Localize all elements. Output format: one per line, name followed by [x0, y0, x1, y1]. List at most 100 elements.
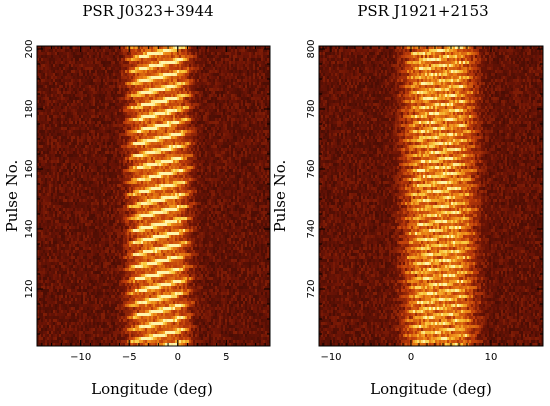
heatmap-cell — [211, 82, 214, 86]
heatmap-cell — [239, 49, 242, 53]
heatmap-cell — [217, 103, 220, 107]
heatmap-cell — [243, 97, 246, 101]
heatmap-cell — [51, 169, 54, 173]
heatmap-cell — [57, 151, 60, 155]
heatmap-cell — [127, 94, 130, 98]
heatmap-cell — [221, 103, 224, 107]
heatmap-cell — [197, 100, 200, 104]
heatmap-cell — [195, 61, 198, 65]
heatmap-cell — [165, 61, 168, 65]
heatmap-cell — [163, 52, 166, 56]
heatmap-cell — [49, 142, 52, 146]
heatmap-cell — [69, 127, 72, 131]
heatmap-cell — [199, 64, 202, 68]
heatmap-cell — [61, 133, 64, 137]
heatmap-cell — [261, 151, 264, 155]
heatmap-cell — [193, 100, 196, 104]
heatmap-cell — [197, 163, 200, 167]
heatmap-cell — [127, 73, 130, 77]
heatmap-cell — [159, 94, 162, 98]
heatmap-cell — [179, 124, 182, 128]
heatmap-cell — [41, 100, 44, 104]
heatmap-cell — [189, 97, 192, 101]
heatmap-cell — [147, 106, 150, 110]
heatmap-cell — [247, 115, 250, 119]
heatmap-cell — [219, 52, 222, 56]
heatmap-cell — [153, 115, 156, 119]
heatmap-cell — [245, 163, 248, 167]
heatmap-cell — [81, 139, 84, 143]
heatmap-cell — [231, 94, 234, 98]
heatmap-cell — [237, 64, 240, 68]
heatmap-cell — [151, 169, 154, 173]
heatmap-cell — [121, 109, 124, 113]
heatmap-cell — [37, 115, 40, 119]
heatmap-cell — [123, 148, 126, 152]
heatmap-cell — [155, 58, 158, 62]
heatmap-cell — [119, 64, 122, 68]
heatmap-cell — [125, 109, 128, 113]
heatmap-cell — [225, 64, 228, 68]
heatmap-cell — [103, 97, 106, 101]
heatmap-cell — [151, 79, 154, 83]
heatmap-cell — [253, 127, 256, 131]
heatmap-cell — [247, 67, 250, 71]
heatmap-cell — [43, 163, 46, 167]
heatmap-cell — [147, 112, 150, 116]
heatmap-cell — [203, 136, 206, 140]
heatmap-cell — [77, 100, 80, 104]
heatmap-cell — [49, 64, 52, 68]
heatmap-cell — [113, 52, 116, 56]
heatmap-cell — [175, 124, 178, 128]
heatmap-cell — [211, 166, 214, 170]
heatmap-cell — [209, 160, 212, 164]
heatmap-cell — [111, 121, 114, 125]
heatmap-cell — [93, 58, 96, 62]
heatmap-cell — [105, 148, 108, 152]
heatmap-cell — [105, 58, 108, 62]
heatmap-cell — [121, 118, 124, 122]
heatmap-cell — [37, 121, 40, 125]
heatmap-cell — [143, 109, 146, 113]
heatmap-cell — [63, 91, 66, 95]
heatmap-cell — [237, 124, 240, 128]
heatmap-cell — [209, 58, 212, 62]
heatmap-cell — [47, 133, 50, 137]
heatmap-cell — [43, 49, 46, 53]
heatmap-cell — [57, 106, 60, 110]
heatmap-cell — [255, 106, 258, 110]
heatmap-cell — [137, 172, 140, 176]
heatmap-cell — [219, 94, 222, 98]
heatmap-cell — [57, 88, 60, 92]
heatmap-cell — [135, 166, 138, 170]
heatmap-cell — [41, 163, 44, 167]
heatmap-cell — [77, 52, 80, 56]
heatmap-cell — [73, 46, 76, 50]
heatmap-cell — [239, 79, 242, 83]
heatmap-cell — [101, 133, 104, 137]
heatmap-cell — [165, 49, 168, 53]
heatmap-cell — [181, 172, 184, 176]
heatmap-cell — [251, 130, 254, 134]
heatmap-cell — [203, 91, 206, 95]
heatmap-cell — [181, 106, 184, 110]
heatmap-cell — [247, 52, 250, 56]
heatmap-cell — [75, 70, 78, 74]
heatmap-cell — [261, 139, 264, 143]
heatmap-cell — [95, 97, 98, 101]
heatmap-cell — [235, 124, 238, 128]
heatmap-cell — [93, 88, 96, 92]
heatmap-cell — [261, 61, 264, 65]
heatmap-cell — [257, 148, 260, 152]
heatmap-cell — [159, 136, 162, 140]
heatmap-cell — [171, 109, 174, 113]
heatmap-cell — [141, 142, 144, 146]
heatmap-cell — [267, 154, 270, 158]
heatmap-cell — [57, 166, 60, 170]
heatmap-cell — [49, 124, 52, 128]
heatmap-cell — [211, 103, 214, 107]
heatmap-cell — [161, 124, 164, 128]
heatmap-cell — [57, 52, 60, 56]
heatmap-cell — [145, 94, 148, 98]
heatmap-cell — [69, 157, 72, 161]
